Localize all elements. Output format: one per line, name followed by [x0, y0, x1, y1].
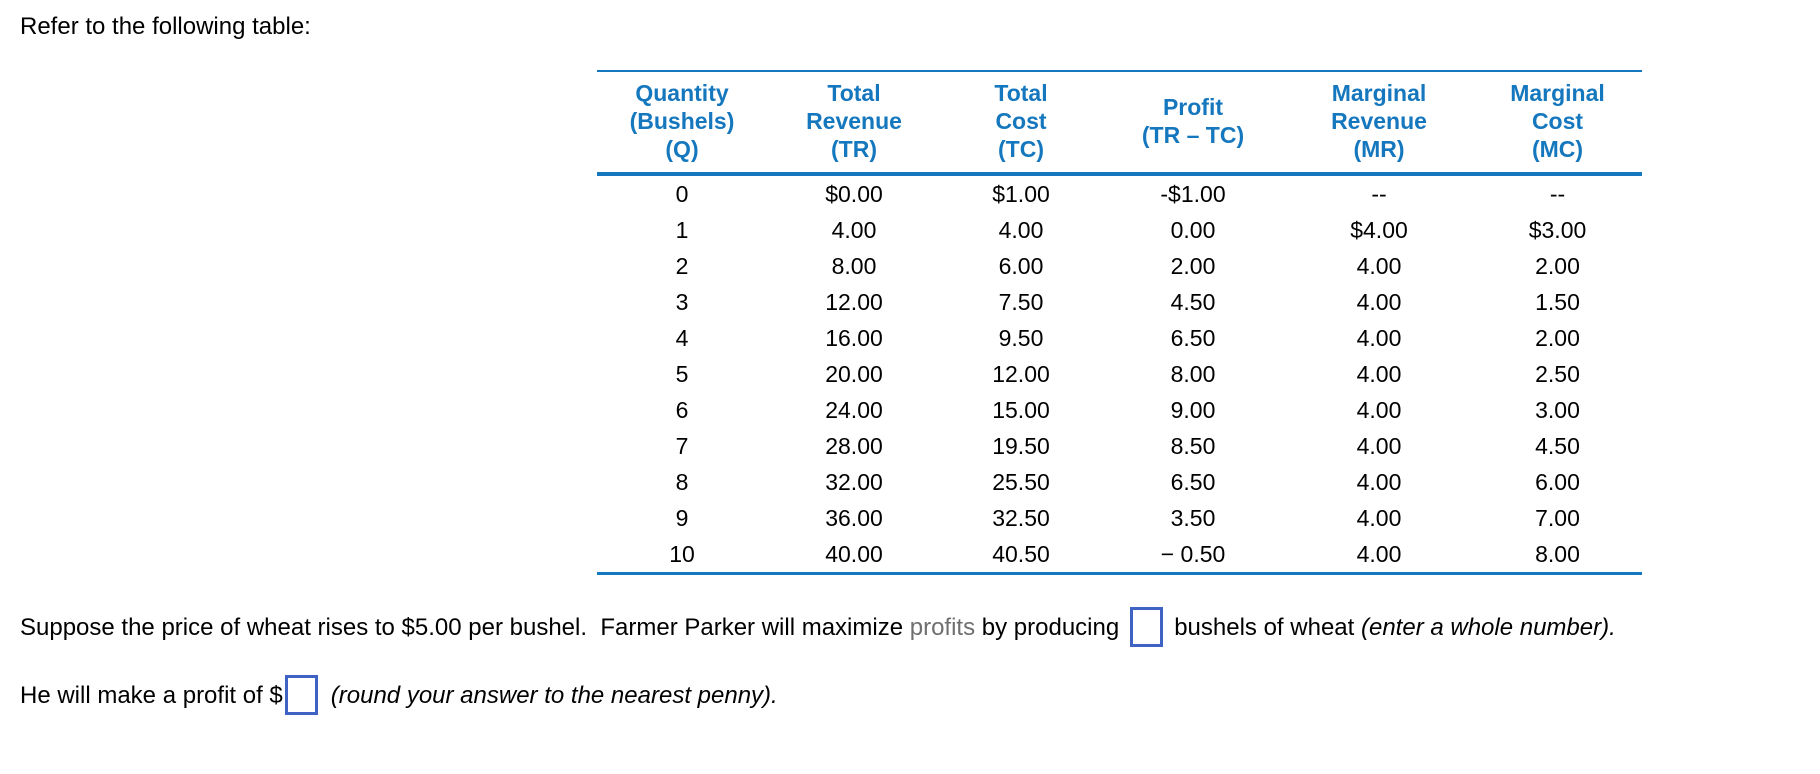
table-cell: 7	[675, 432, 689, 459]
table-cell: 12.00	[825, 288, 883, 315]
table-cell: 16.00	[825, 324, 883, 351]
table-cell: 2	[675, 252, 689, 279]
table-cell: 1.50	[1535, 288, 1580, 315]
profit-table: Quantity (Bushels) (Q) Total Revenue (TR…	[597, 70, 1642, 575]
table-cell: 4.00	[1356, 396, 1402, 423]
table-body: 0 $0.00 $1.00 -$1.00 -- -- 1 4.00 4.00 0.00 $4.00 $…	[597, 174, 1642, 575]
q1-italic-note: (enter a whole number).	[1360, 614, 1616, 641]
table-cell: 32.00	[825, 468, 883, 495]
column-header-quantity: Quantity (Bushels) (Q)	[597, 70, 767, 176]
table-cell: 4	[675, 324, 689, 351]
table-cell: 10	[597, 536, 767, 575]
table-header-row: Quantity (Bushels) (Q) Total Revenue (TR…	[597, 70, 1642, 176]
table-cell: 6.00	[998, 252, 1044, 279]
column-header-total-revenue: Total Revenue (TR)	[767, 70, 941, 176]
table-row: 1 4.00 4.00 0.00 $4.00 $3.00	[597, 212, 1642, 248]
table-cell: --	[1549, 180, 1566, 207]
profit-answer-input[interactable]	[284, 674, 318, 715]
bushels-answer-input[interactable]	[1130, 606, 1164, 647]
table-cell: 4.00	[1356, 252, 1402, 279]
table-cell: 4.00	[831, 216, 877, 243]
table-cell: 2.50	[1535, 360, 1580, 387]
table-cell: $1.00	[992, 180, 1050, 207]
table-cell: 9	[675, 504, 689, 531]
table-cell: 8.00	[831, 252, 877, 279]
column-header-profit: Profit (TR – TC)	[1101, 70, 1285, 176]
table-cell: 25.50	[992, 468, 1050, 495]
column-header-marginal-cost: Marginal Cost (MC)	[1473, 70, 1642, 176]
table-cell: 8.00	[1473, 536, 1642, 575]
table-row: 10 40.00 40.50− 0.50 4.00 8.00	[597, 536, 1642, 575]
table-cell: 32.50	[992, 504, 1050, 531]
table-cell: 0	[675, 180, 689, 207]
question-profit: He will make a profit of $ (round your an…	[20, 674, 778, 719]
table-cell: 28.00	[825, 432, 883, 459]
table-row: 7 28.00 19.50 8.50 4.00 4.50	[597, 428, 1642, 464]
q2-italic-note: (round your answer to the nearest penny)…	[330, 682, 778, 709]
column-header-total-cost: Total Cost (TC)	[941, 70, 1101, 176]
table-cell: $3.00	[1528, 216, 1587, 243]
table-cell: 3.50	[1170, 504, 1216, 531]
table-cell: 4.00	[1356, 432, 1402, 459]
table-cell: 4.50	[1170, 288, 1216, 315]
table-cell: 36.00	[825, 504, 883, 531]
table-cell: 24.00	[825, 396, 883, 423]
table-cell: 0.00	[1170, 216, 1216, 243]
table-cell: 4.00	[1356, 360, 1402, 387]
table-row: 5 20.00 12.00 8.00 4.00 2.50	[597, 356, 1642, 392]
table-row: 9 36.00 32.50 3.50 4.00 7.00	[597, 500, 1642, 536]
table-row: 6 24.00 15.00 9.00 4.00 3.00	[597, 392, 1642, 428]
table-cell: 4.00	[1356, 504, 1402, 531]
table-cell: $0.00	[825, 180, 883, 207]
column-header-marginal-revenue: Marginal Revenue (MR)	[1285, 70, 1473, 176]
table-cell: 1	[675, 216, 689, 243]
table-cell: -$1.00	[1160, 180, 1226, 207]
table-cell: 9.50	[998, 324, 1044, 351]
table-cell: 6.00	[1535, 468, 1580, 495]
table-cell: 4.00	[1356, 468, 1402, 495]
table-cell: 2.00	[1535, 324, 1580, 351]
table-cell: 7.00	[1535, 504, 1580, 531]
table-row: 4 16.00 9.50 6.50 4.00 2.00	[597, 320, 1642, 356]
q1-text-after: bushels of wheat	[1174, 614, 1361, 641]
table-cell: 8.00	[1170, 360, 1216, 387]
table-row: 3 12.00 7.50 4.50 4.00 1.50	[597, 284, 1642, 320]
table-cell: 8	[675, 468, 689, 495]
q1-text-mid: by producing	[975, 614, 1120, 641]
page-title: Refer to the following table:	[20, 13, 311, 40]
table-cell: 6	[675, 396, 689, 423]
table-cell: 20.00	[825, 360, 883, 387]
table-cell: 2.00	[1535, 252, 1580, 279]
table-cell: 4.00	[1356, 288, 1402, 315]
table-cell: 8.50	[1170, 432, 1216, 459]
table-cell: 40.00	[767, 536, 941, 575]
glossary-link-profits[interactable]: profits	[909, 614, 976, 641]
table-cell: 4.00	[1285, 536, 1473, 575]
table-cell: 4.50	[1535, 432, 1580, 459]
table-cell: 5	[675, 360, 689, 387]
table-cell: 7.50	[998, 288, 1044, 315]
table-row: 8 32.00 25.50 6.50 4.00 6.00	[597, 464, 1642, 500]
q1-text-before: Suppose the price of wheat rises to $5.0…	[20, 614, 910, 641]
table-cell: 3.00	[1535, 396, 1580, 423]
table-cell: − 0.50	[1101, 536, 1285, 575]
table-cell: 6.50	[1170, 468, 1216, 495]
table-cell: 12.00	[992, 360, 1050, 387]
table-cell: $4.00	[1350, 216, 1408, 243]
table-cell: 4.00	[998, 216, 1044, 243]
table-cell: 19.50	[992, 432, 1050, 459]
table-row: 2 8.00 6.00 2.00 4.00 2.00	[597, 248, 1642, 284]
table-cell: 4.00	[1356, 324, 1402, 351]
q2-text-before: He will make a profit of $	[20, 682, 283, 709]
table-cell: 9.00	[1170, 396, 1216, 423]
table-row: 0 $0.00 $1.00 -$1.00 -- --	[597, 174, 1642, 212]
question-bushels: Suppose the price of wheat rises to $5.0…	[20, 606, 1616, 651]
table-cell: --	[1371, 180, 1387, 207]
table-cell: 2.00	[1170, 252, 1216, 279]
table-cell: 40.50	[941, 536, 1101, 575]
table-cell: 15.00	[992, 396, 1050, 423]
table-cell: 6.50	[1170, 324, 1216, 351]
table-cell: 3	[675, 288, 689, 315]
